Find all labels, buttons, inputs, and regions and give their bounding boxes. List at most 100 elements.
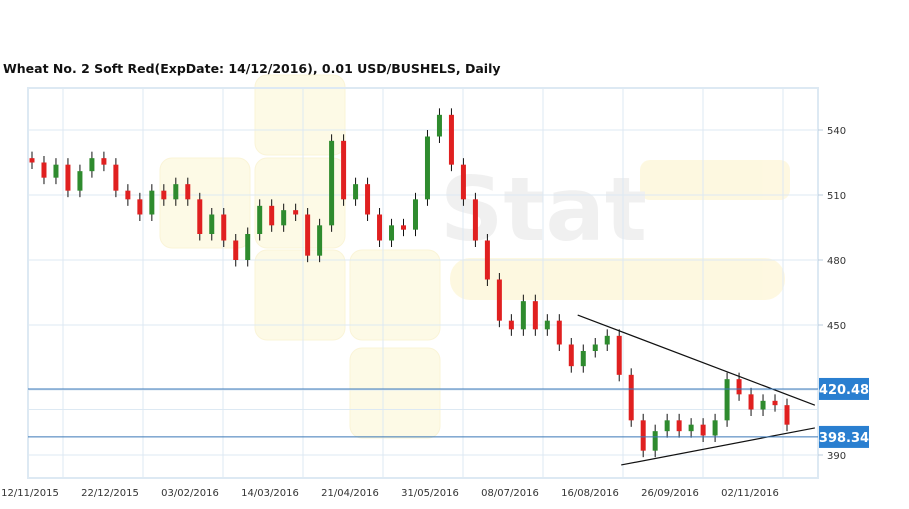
- candle-body: [676, 420, 682, 432]
- candle: [580, 344, 586, 373]
- x-tick-label: 16/08/2016: [561, 488, 619, 499]
- candle-body: [41, 162, 47, 178]
- watermark-bar: [640, 160, 790, 200]
- candle-body: [149, 190, 155, 215]
- watermark-block: [349, 249, 441, 341]
- candle: [664, 413, 670, 438]
- candle: [448, 108, 454, 172]
- candle: [41, 156, 47, 185]
- candle: [221, 208, 227, 247]
- plot-frame: [27, 87, 819, 479]
- candle: [281, 203, 287, 232]
- candle: [700, 418, 706, 442]
- candle: [317, 218, 323, 263]
- candle-body: [664, 420, 670, 432]
- candle: [784, 398, 790, 432]
- watermark-block: [254, 74, 346, 156]
- candle-body: [568, 344, 574, 367]
- candle-body: [125, 190, 131, 200]
- candle: [760, 394, 766, 416]
- candle-body: [688, 424, 694, 432]
- candle: [113, 158, 119, 198]
- candle: [197, 192, 203, 241]
- candle-body: [65, 164, 71, 191]
- candle: [305, 208, 311, 263]
- y-tick-label: 510: [827, 191, 846, 202]
- candle: [233, 234, 239, 267]
- x-tick-label: 12/11/2015: [1, 488, 59, 499]
- candle: [688, 418, 694, 438]
- candle: [101, 151, 107, 172]
- candle-body: [424, 136, 430, 200]
- candle: [293, 203, 299, 221]
- candle: [484, 234, 490, 286]
- trendline-upper: [577, 314, 816, 406]
- y-tick-label: 450: [827, 321, 846, 332]
- candle-body: [520, 301, 526, 330]
- candle-body: [377, 214, 383, 241]
- candle-body: [269, 205, 275, 226]
- candle: [29, 151, 35, 169]
- candle: [53, 158, 59, 185]
- candle-body: [592, 344, 598, 351]
- candle: [401, 218, 407, 237]
- candle-body: [281, 210, 287, 226]
- candle-body: [628, 374, 634, 421]
- candle: [628, 368, 634, 427]
- candle-body: [137, 199, 143, 215]
- candle: [748, 387, 754, 416]
- candle-body: [748, 394, 754, 410]
- candle-body: [736, 379, 742, 395]
- candle-body: [341, 140, 347, 200]
- candle: [460, 158, 466, 206]
- y-tick-label: 480: [827, 256, 846, 267]
- candle: [772, 394, 778, 412]
- candle-body: [448, 114, 454, 165]
- x-tick-label: 03/02/2016: [161, 488, 219, 499]
- candle-body: [544, 320, 550, 330]
- candle-body: [772, 400, 778, 406]
- candle: [592, 338, 598, 358]
- candle: [245, 227, 251, 267]
- x-tick-label: 22/12/2015: [81, 488, 139, 499]
- watermark-block: [159, 157, 251, 249]
- candle-body: [317, 225, 323, 256]
- candle: [496, 273, 502, 328]
- candle-body: [161, 190, 167, 200]
- price-level-label: 398.34: [819, 431, 869, 446]
- candle-body: [784, 405, 790, 425]
- y-tick-label: 540: [827, 126, 846, 137]
- candle-body: [173, 184, 179, 200]
- candle: [532, 294, 538, 336]
- candle: [137, 192, 143, 221]
- candle-body: [724, 379, 730, 421]
- price-level-badge: [819, 377, 869, 400]
- candle: [353, 177, 359, 206]
- candle-body: [700, 424, 706, 436]
- candle: [640, 413, 646, 458]
- candle: [77, 164, 83, 198]
- candle-body: [197, 199, 203, 234]
- candle-body: [484, 240, 490, 280]
- candle-body: [401, 225, 407, 230]
- candle-body: [412, 199, 418, 230]
- candle: [472, 192, 478, 247]
- watermark-logo: Stat: [159, 74, 790, 439]
- candle: [652, 424, 658, 458]
- candle: [568, 338, 574, 373]
- candle: [257, 199, 263, 241]
- watermark-block: [254, 157, 346, 249]
- candle-body: [233, 240, 239, 260]
- candle-body: [640, 420, 646, 451]
- x-tick-label: 02/11/2016: [721, 488, 779, 499]
- candle-body: [389, 225, 395, 241]
- x-tick-label: 08/07/2016: [481, 488, 539, 499]
- candle-body: [101, 158, 107, 165]
- candle: [544, 314, 550, 336]
- candle-body: [113, 164, 119, 191]
- trendline-lower: [621, 427, 815, 466]
- candle: [436, 108, 442, 143]
- candle-body: [604, 335, 610, 345]
- candle-body: [616, 335, 622, 375]
